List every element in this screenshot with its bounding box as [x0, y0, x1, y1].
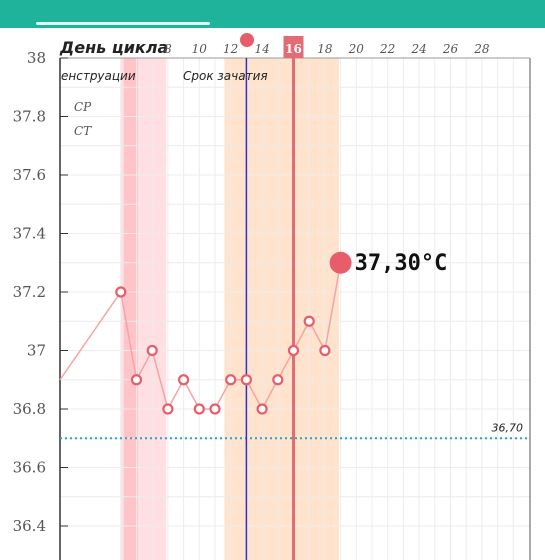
- app-header-bar: [0, 0, 545, 28]
- x-tick-label: 18: [317, 42, 333, 56]
- x-tick-label: 14: [254, 42, 269, 56]
- current-value-label: 37,30°C: [355, 251, 448, 276]
- data-point: [272, 374, 284, 386]
- y-tick-label: 36.8: [13, 400, 46, 418]
- x-tick-label: 22: [379, 42, 395, 56]
- data-point: [240, 374, 252, 386]
- y-tick-label: 38: [27, 49, 46, 67]
- band-label-menstruation: енструации: [61, 69, 136, 83]
- x-tick-label: 26: [442, 42, 459, 56]
- x-tick-label: 24: [410, 42, 426, 56]
- data-point: [193, 403, 205, 415]
- x-tick-label: 12: [223, 42, 238, 56]
- y-tick-label: 37.8: [13, 108, 46, 126]
- y-tick-label: 37: [27, 342, 46, 360]
- x-axis-title: День цикла: [59, 38, 168, 57]
- chart-labels: 38 37.8 37.6 37.4 37.2 37 36.8 36.6 36.4 36,70 37,…: [13, 33, 523, 535]
- current-day-badge: [283, 36, 304, 58]
- data-point: [225, 374, 237, 386]
- data-point: [319, 344, 331, 357]
- chart-reference-lines: [60, 58, 530, 560]
- x-tick-label: 10: [192, 42, 208, 56]
- x-tick-label: 20: [348, 42, 365, 56]
- data-point: [256, 403, 268, 415]
- y-tick-label: 37.6: [13, 166, 46, 184]
- band-menstruation-heavy: [123, 58, 138, 560]
- x-tick-label: 28: [473, 42, 490, 56]
- data-point: [178, 374, 190, 386]
- data-point: [209, 403, 221, 415]
- current-temperature-point: [329, 251, 352, 274]
- chart-series: [59, 251, 352, 415]
- data-point: [287, 344, 300, 357]
- data-point: [146, 344, 158, 357]
- y-tick-label: 37.4: [13, 225, 46, 243]
- chart-bands: [120, 58, 340, 560]
- band-label-fertile: Срок зачатия: [183, 69, 268, 83]
- header-indicator: [36, 22, 210, 25]
- data-point: [130, 374, 143, 386]
- y-tick-label: 36.6: [13, 459, 46, 477]
- data-point: [162, 403, 174, 415]
- data-point: [115, 286, 127, 298]
- series-line-lead: [59, 291, 122, 381]
- y-tick-label: 36.4: [13, 517, 46, 535]
- side-label: СР: [74, 100, 92, 114]
- data-point: [303, 315, 315, 327]
- band-fertile: [224, 58, 340, 560]
- y-tick-label: 37.2: [13, 283, 46, 301]
- ovulation-marker-dot: [240, 33, 254, 47]
- x-tick-label: 8: [164, 42, 172, 56]
- side-label: СТ: [74, 124, 92, 138]
- coverline-label: 36,70: [492, 421, 524, 434]
- x-tick-label-current: 16: [285, 42, 302, 56]
